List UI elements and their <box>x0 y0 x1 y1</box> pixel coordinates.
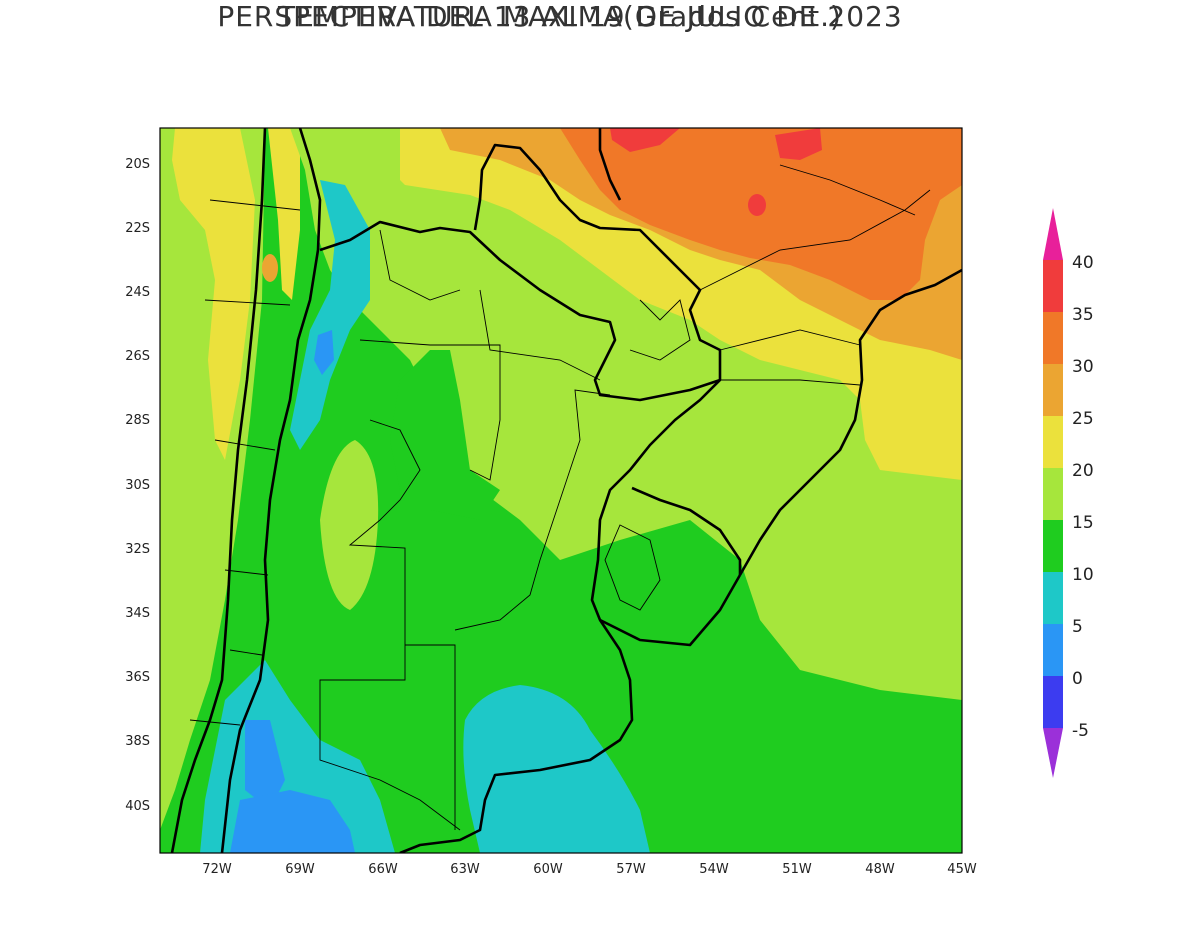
lat-tick-label: 40S <box>125 799 150 814</box>
field-5-10-andes <box>290 180 370 450</box>
province-line-1 <box>359 339 501 481</box>
field-35-40-spot-1 <box>610 128 680 152</box>
temperature-field <box>160 128 962 853</box>
lat-tick-label: 32S <box>125 542 150 557</box>
field-25-30-spot <box>262 254 278 282</box>
field-0-5-patagonia-1 <box>245 720 285 810</box>
brazil-coast <box>738 268 962 576</box>
colorbar-label: 20 <box>1072 461 1094 481</box>
province-line-6 <box>379 229 461 301</box>
colorbar-bin <box>1043 260 1063 312</box>
colorbar-bin <box>1043 416 1063 468</box>
colorbar: -5 0 5 10 15 20 25 30 35 40 <box>1043 208 1094 778</box>
colorbar-label: 15 <box>1072 513 1094 533</box>
colorbar-label: 35 <box>1072 305 1094 325</box>
lon-tick-label: 57W <box>616 862 646 877</box>
paraguay-border <box>319 143 722 402</box>
lat-tick-label: 26S <box>125 349 150 364</box>
field-20-25-chile <box>268 128 300 300</box>
chile-region-lines <box>189 199 301 726</box>
field-15-20-cuyo <box>320 440 379 610</box>
lat-tick-label: 20S <box>125 157 150 172</box>
colorbar-cap-bottom <box>1043 728 1063 778</box>
uruguay-border <box>590 379 742 647</box>
map-title-line2: TEMPERATURA MAXIMA(Grados Cent.) <box>278 0 842 33</box>
lat-tick-label: 28S <box>125 413 150 428</box>
field-35-40-spot-3 <box>748 194 766 216</box>
field-15-20-chaco <box>395 185 480 300</box>
longitude-axis: 72W 69W 66W 63W 60W 57W 54W 51W 48W 45W <box>202 862 977 877</box>
brazil-state-line-2 <box>699 189 931 291</box>
lat-tick-label: 30S <box>125 478 150 493</box>
uruguay-departments <box>604 524 661 611</box>
field-20-25-pacific <box>172 128 255 460</box>
brazil-state-line-4 <box>719 329 861 351</box>
lon-tick-label: 60W <box>533 862 563 877</box>
colorbar-label: 5 <box>1072 617 1083 637</box>
colorbar-label: 30 <box>1072 357 1094 377</box>
colorbar-bin <box>1043 468 1063 520</box>
lat-tick-label: 38S <box>125 734 150 749</box>
colorbar-bin <box>1043 624 1063 676</box>
lon-tick-label: 63W <box>450 862 480 877</box>
colorbar-cap-top <box>1043 208 1063 260</box>
lon-tick-label: 69W <box>285 862 315 877</box>
province-line-5 <box>479 289 601 381</box>
andes-border <box>220 128 322 853</box>
uruguay-north-border <box>631 486 742 575</box>
colorbar-label: 25 <box>1072 409 1094 429</box>
colorbar-bin <box>1043 520 1063 572</box>
province-line-3 <box>454 389 611 631</box>
brazil-state-line-3 <box>779 164 916 216</box>
field-10-15-central <box>390 350 500 520</box>
brazil-state-line-1 <box>720 379 861 386</box>
field-0-5-andes <box>314 330 334 375</box>
lon-tick-label: 72W <box>202 862 232 877</box>
colorbar-label: -5 <box>1072 721 1089 741</box>
province-line-2 <box>319 419 461 831</box>
colorbar-bin <box>1043 572 1063 624</box>
lat-tick-label: 36S <box>125 670 150 685</box>
colorbar-bin <box>1043 676 1063 728</box>
lon-tick-label: 51W <box>782 862 812 877</box>
lon-tick-label: 45W <box>947 862 977 877</box>
lon-tick-label: 48W <box>865 862 895 877</box>
colorbar-label: 0 <box>1072 669 1083 689</box>
lat-tick-label: 22S <box>125 221 150 236</box>
argentina-coast <box>399 619 634 853</box>
country-borders <box>170 128 962 853</box>
map-title-line1: PERSPECTIVA DEL 13 AL 19 DE JULIO DE 202… <box>217 0 903 33</box>
province-line-4 <box>405 644 456 830</box>
colorbar-bin <box>1043 364 1063 416</box>
lat-tick-label: 24S <box>125 285 150 300</box>
colorbar-label: 10 <box>1072 565 1094 585</box>
colorbar-label: 40 <box>1072 253 1094 273</box>
field-0-5-patagonia-2 <box>230 790 355 853</box>
field-35-40-spot-2 <box>775 128 822 160</box>
colorbar-bin <box>1043 312 1063 364</box>
brazil-north-border <box>598 128 622 201</box>
chile-coast <box>170 128 267 853</box>
lat-tick-label: 34S <box>125 606 150 621</box>
province-borders <box>189 164 931 831</box>
latitude-axis: 20S 22S 24S 26S 28S 30S 32S 34S 36S 38S … <box>125 157 150 814</box>
field-5-10-patagonia-east <box>463 685 650 853</box>
lon-tick-label: 66W <box>368 862 398 877</box>
lon-tick-label: 54W <box>699 862 729 877</box>
paraguay-departments <box>629 299 691 361</box>
plot-frame <box>159 127 963 854</box>
